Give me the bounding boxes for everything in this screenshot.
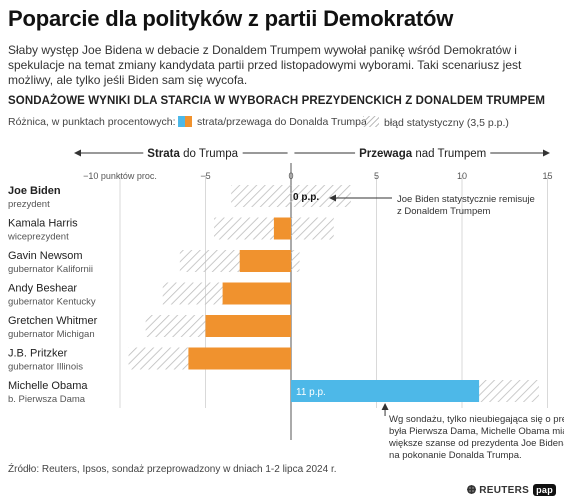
legend-hatch-swatch xyxy=(363,116,379,127)
annotation-obama: Wg sondażu, tylko nieubiegająca się o pr… xyxy=(389,414,564,425)
legend-error-item: błąd statystyczny (3,5 p.p.) xyxy=(363,116,509,129)
category-role: b. Pierwsza Dama xyxy=(8,394,86,405)
annotation-biden: z Donaldem Trumpem xyxy=(397,206,491,217)
annotation-biden: Joe Biden statystycznie remisuje xyxy=(397,194,535,205)
legend-error-label: błąd statystyczny (3,5 p.p.) xyxy=(384,117,509,129)
error-band xyxy=(231,185,351,207)
reuters-logo: REUTERS xyxy=(479,485,530,496)
category-role: prezydent xyxy=(8,199,50,210)
axis-header-backdrop xyxy=(143,147,243,161)
category-name: Michelle Obama xyxy=(8,380,88,392)
bar xyxy=(205,315,291,337)
data-label: 0 p.p. xyxy=(293,192,319,203)
legend-bar-swatch xyxy=(178,116,192,129)
category-role: gubernator Illinois xyxy=(8,362,83,373)
annotation-obama: na pokonanie Donalda Trumpa. xyxy=(389,450,522,461)
legend-label: Różnica, w punktach procentowych: xyxy=(8,116,176,128)
tick-label: 10 xyxy=(457,171,467,181)
logos: REUTERS pap xyxy=(467,484,556,498)
category-name: Kamala Harris xyxy=(8,218,78,230)
tick-label: 0 xyxy=(288,171,293,181)
category-role: gubernator Kentucky xyxy=(8,297,96,308)
source-note: Źródło: Reuters, Ipsos, sondaż przeprowa… xyxy=(8,464,337,475)
axis-header-backdrop xyxy=(355,147,491,161)
category-name: Joe Biden xyxy=(8,185,61,197)
annotation-obama: większe szanse od prezydenta Joe Bidena, xyxy=(388,438,564,449)
data-label: 11 p.p. xyxy=(296,387,326,398)
left-axis-header: Strata do Trumpa xyxy=(147,148,238,160)
chart-subheading: SONDAŻOWE WYNIKI DLA STARCIA W WYBORACH … xyxy=(8,95,546,107)
category-role: gubernator Michigan xyxy=(8,329,95,340)
legend-bar-label: strata/przewaga do Donalda Trumpa xyxy=(197,116,367,128)
bar xyxy=(239,250,291,272)
tick-label: 5 xyxy=(374,171,379,181)
pap-logo: pap xyxy=(533,484,556,496)
right-axis-header: Przewaga nad Trumpem xyxy=(359,148,486,160)
annotation-obama: była Pierwsza Dama, Michelle Obama miała… xyxy=(389,426,564,437)
category-role: gubernator Kalifornii xyxy=(8,264,93,275)
tick-label: −5 xyxy=(200,171,210,181)
bar xyxy=(222,282,291,305)
reuters-logo-icon xyxy=(467,485,477,494)
tick-label: 15 xyxy=(542,171,552,181)
page-title: Poparcie dla polityków z partii Demokrat… xyxy=(8,6,454,31)
bar xyxy=(291,380,480,402)
category-name: Andy Beshear xyxy=(8,283,77,295)
tick-label: −10 punktów proc. xyxy=(83,171,157,181)
category-name: J.B. Pritzker xyxy=(8,348,68,360)
bar xyxy=(273,217,291,240)
category-role: wiceprezydent xyxy=(7,232,69,243)
lead-paragraph: Słaby występ Joe Bidena w debacie z Dona… xyxy=(8,43,522,87)
legend-bar-item: strata/przewaga do Donalda Trumpa xyxy=(178,116,367,129)
legend: Różnica, w punktach procentowych: strata… xyxy=(8,116,556,130)
category-name: Gretchen Whitmer xyxy=(8,315,98,327)
category-name: Gavin Newsom xyxy=(8,250,83,262)
bar xyxy=(188,347,291,370)
